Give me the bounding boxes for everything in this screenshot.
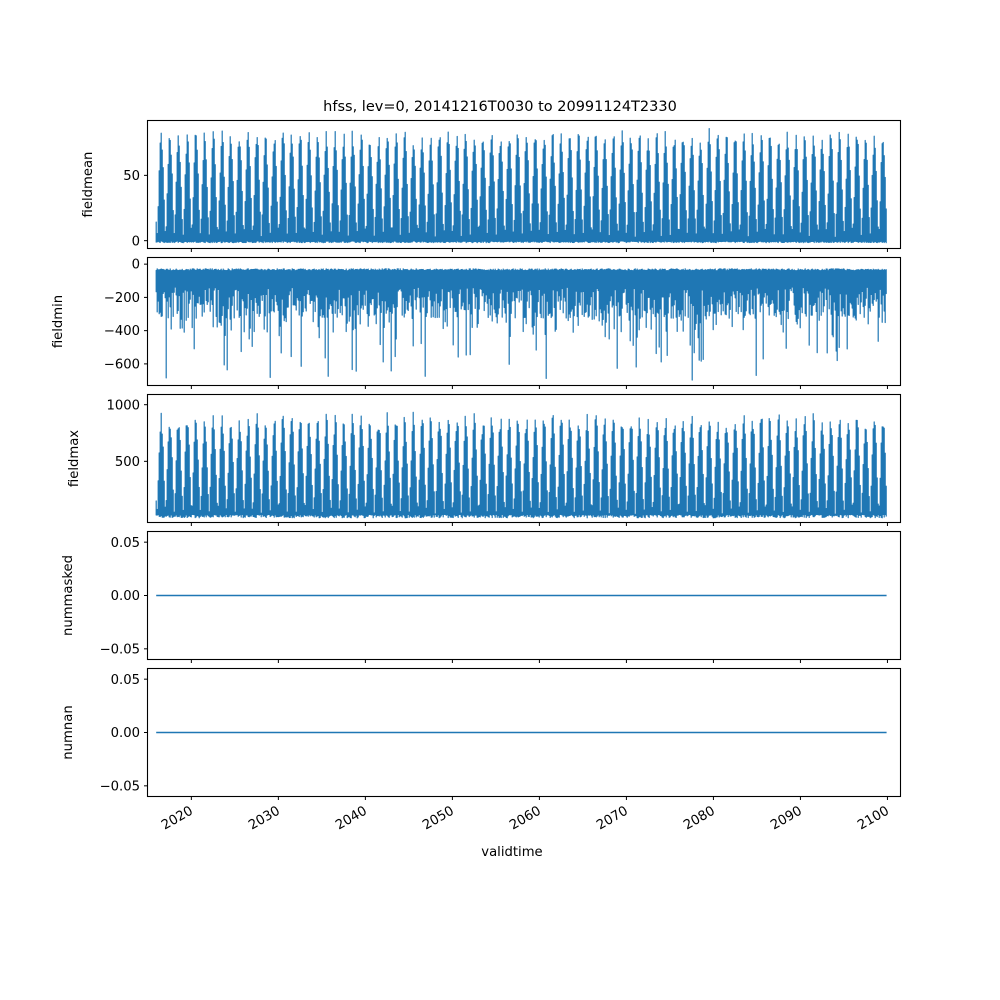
y-tick-label: 0.05 [111, 536, 140, 551]
subplot-nummasked: 0.050.00−0.05nummasked202020302040205020… [61, 530, 902, 668]
figure-title: hfss, lev=0, 20141216T0030 to 20991124T2… [323, 99, 677, 115]
y-axis-label-fieldmin: fieldmin [51, 295, 66, 348]
y-tick-label: −400 [104, 324, 140, 339]
y-tick-label: 500 [115, 455, 140, 470]
series-line-fieldmax [155, 411, 887, 519]
y-tick-label: 50 [123, 169, 140, 184]
y-tick-label: −0.05 [100, 642, 140, 657]
y-axis-label-nummasked: nummasked [61, 555, 76, 636]
y-axis-label-numnan: numnan [61, 705, 76, 759]
y-tick-label: −600 [104, 357, 140, 372]
y-tick-label: 0 [132, 258, 140, 273]
axes-frame [146, 119, 902, 250]
axes-frame [146, 393, 902, 524]
y-axis-label-fieldmean: fieldmean [81, 152, 96, 218]
y-tick-label: 0.00 [111, 726, 140, 741]
y-axis-label-fieldmax: fieldmax [67, 430, 82, 487]
y-tick-label: 0.05 [111, 673, 140, 688]
y-tick-label: 0.00 [111, 589, 140, 604]
axes-frame [146, 256, 902, 387]
y-tick-label: −0.05 [100, 779, 140, 794]
y-tick-label: 1000 [106, 398, 140, 413]
y-tick-label: −200 [104, 291, 140, 306]
x-axis-label: validtime [481, 845, 542, 860]
y-tick-label: 0 [132, 234, 140, 249]
series-line-fieldmin [155, 268, 887, 381]
series-line-fieldmean [155, 128, 887, 244]
